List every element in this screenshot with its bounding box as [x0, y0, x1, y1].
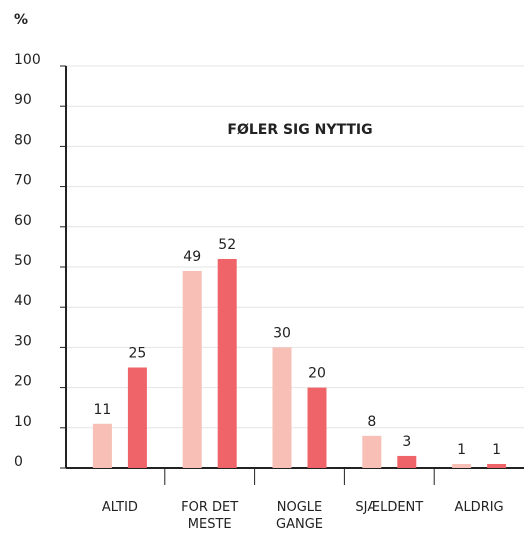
bar [487, 463, 507, 468]
bar [127, 367, 147, 468]
x-tick-label: NOGLE GANGE [276, 500, 323, 532]
y-tick-label: 80 [14, 132, 32, 148]
y-tick-label: 30 [14, 333, 32, 349]
bar [217, 258, 237, 468]
y-axis-label: % [14, 12, 28, 28]
data-label: 11 [93, 402, 111, 418]
data-label: 20 [308, 366, 326, 382]
y-tick-label: 50 [14, 253, 32, 269]
data-label: 1 [492, 442, 501, 458]
y-tick-label: 60 [14, 213, 32, 229]
bar [272, 347, 292, 468]
x-tick-label: ALTID [101, 500, 138, 515]
data-label: 30 [273, 325, 291, 341]
bar [452, 463, 472, 468]
y-tick-label: 40 [14, 293, 32, 309]
bar [362, 435, 382, 468]
bar [182, 271, 202, 468]
bar [92, 423, 112, 468]
y-tick-label: 20 [14, 374, 32, 390]
data-label: 49 [183, 249, 201, 265]
bar [397, 455, 417, 468]
x-tick-label: ALDRIG [454, 500, 504, 515]
y-tick-label: 70 [14, 173, 32, 189]
x-tick-label: FOR DET MESTE [181, 500, 239, 532]
data-label: 3 [402, 434, 411, 450]
x-tick-label: SJÆLDENT [355, 500, 424, 515]
bar [307, 387, 327, 468]
data-label: 25 [128, 346, 146, 362]
data-label: 52 [218, 237, 236, 253]
y-tick-label: 100 [14, 52, 41, 68]
chart-title: FØLER SIG NYTTIG [227, 122, 372, 138]
data-label: 1 [457, 442, 466, 458]
y-tick-label: 0 [14, 454, 23, 470]
y-tick-label: 90 [14, 92, 32, 108]
y-tick-label: 10 [14, 414, 32, 430]
data-label: 8 [367, 414, 376, 430]
